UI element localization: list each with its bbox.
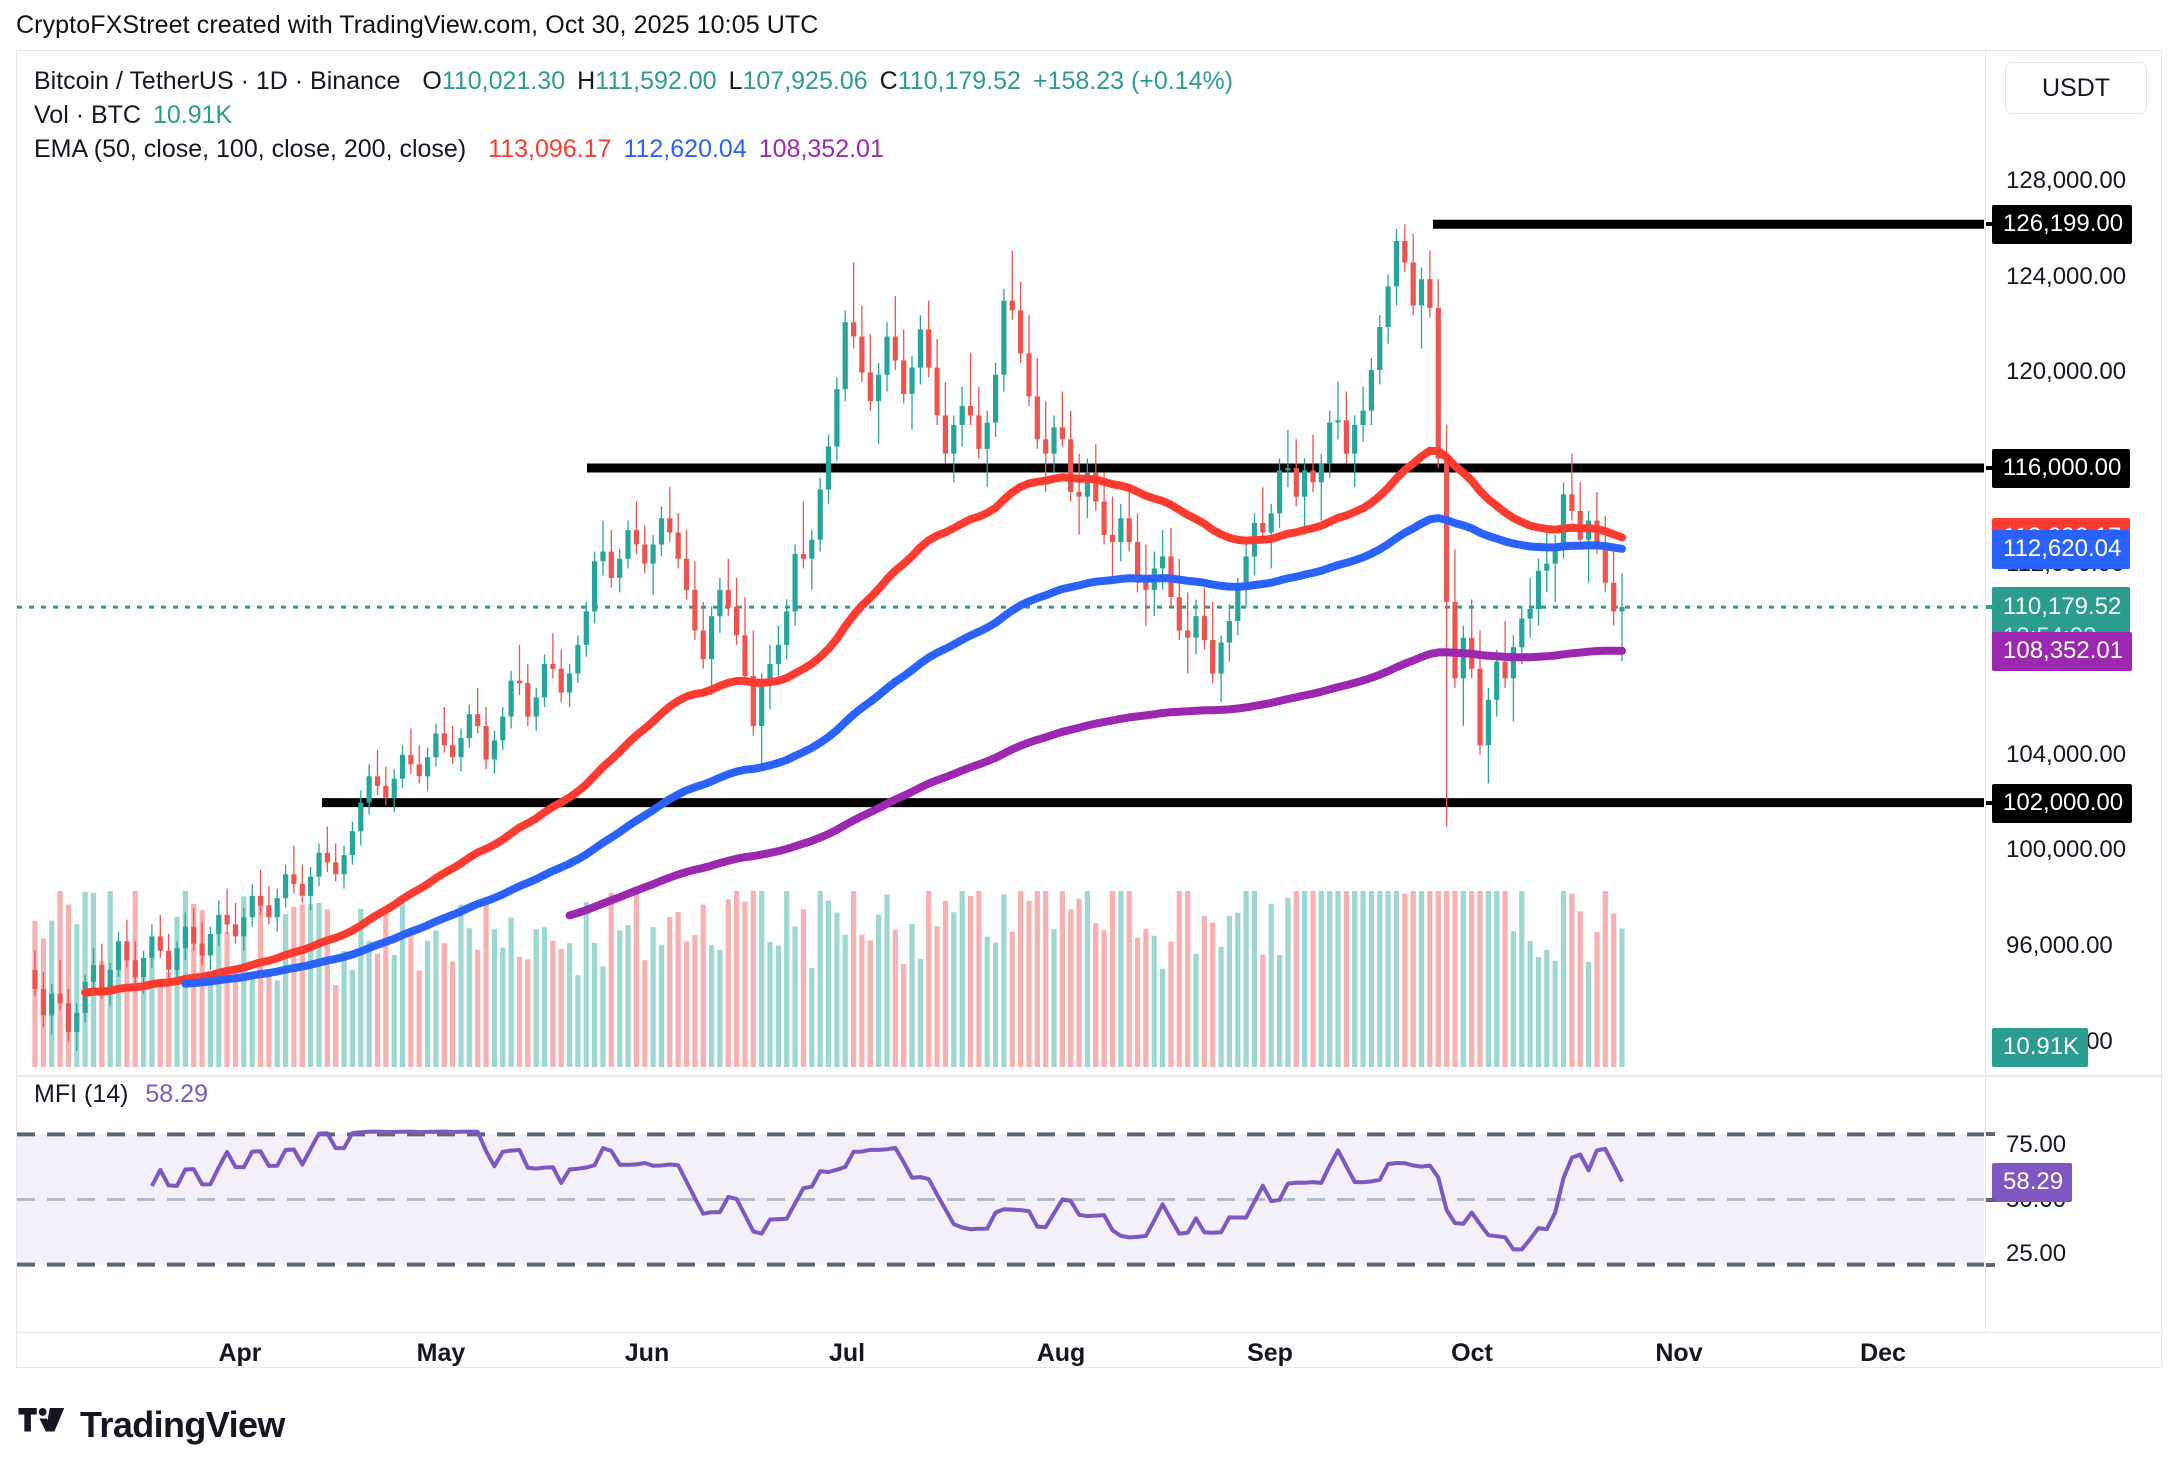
tradingview-mark-icon [18,1408,65,1432]
legend-close-key: C [879,67,898,95]
axis-tick-mark [1986,466,1995,470]
legend-ema100-value: 112,620.04 [623,135,747,163]
last-price-tag-value: 110,179.52 [2003,593,2122,620]
symbol-currency-badge[interactable]: USDT [2005,62,2147,114]
support-102000[interactable]: 102,000.00 [1992,784,2133,823]
resistance-126199[interactable]: 126,199.00 [1992,205,2133,244]
mfi-legend[interactable]: MFI (14) 58.29 [34,1079,208,1109]
time-axis-label-dec: Dec [1860,1339,1906,1367]
mfi-axis-label: 25.00 [2006,1240,2067,1267]
time-axis-label-sep: Sep [1247,1339,1293,1367]
mfi-band [17,1134,1984,1265]
mfi-legend-name: MFI (14) [34,1080,129,1108]
legend-low-value: 107,925.06 [742,67,868,95]
legend-high-value: 111,592.00 [595,67,717,95]
mfi-tick-mark [1986,1132,1995,1136]
legend-row-symbol[interactable]: Bitcoin / TetherUS · 1D · Binance O 110,0… [34,64,1233,98]
axis-tick-mark [1986,605,1995,609]
legend-ema50-value: 113,096.17 [488,135,612,163]
legend-low-key: L [728,67,743,95]
time-axis-divider [17,1332,2161,1333]
support-102000-value: 102,000.00 [2003,789,2124,816]
mfi-tick-mark [1986,1263,1995,1267]
time-axis-label-jul: Jul [828,1339,866,1367]
resistance-116000-value: 116,000.00 [2003,454,2122,481]
candlesticks [32,224,1625,1052]
mfi-pane[interactable]: MFI (14) 58.29 [17,1077,1984,1332]
ema200-tag[interactable]: 108,352.01 [1992,632,2133,671]
tradingview-wordmark: TradingView [80,1404,285,1445]
legend-high-key: H [577,67,596,95]
attribution-text: CryptoFXStreet created with TradingView.… [16,11,819,39]
time-axis-label-may: May [416,1339,466,1367]
pane-divider [17,1075,2161,1077]
time-axis-label-nov: Nov [1655,1339,1703,1367]
price-axis[interactable]: 132,000.00128,000.00124,000.00120,000.00… [1985,51,2161,1075]
axis-tick-mark [1986,222,1995,226]
axis-tick-mark [1986,801,1995,805]
tradingview-logo[interactable]: TradingView [18,1404,285,1446]
volume-bars [32,891,1625,1067]
legend-open-value: 110,021.30 [441,67,566,95]
price-axis-label: 100,000.00 [2006,836,2127,863]
legend-ema200-value: 108,352.01 [758,135,884,163]
volume-tag-value: 10.91K [2003,1033,2080,1060]
mfi-value-tag[interactable]: 58.29 [1992,1163,2073,1202]
price-axis-label: 104,000.00 [2006,741,2127,768]
legend-open-key: O [422,67,442,95]
resistance-116000[interactable]: 116,000.00 [1992,449,2131,488]
ema-line [81,446,1626,997]
chart-legend: Bitcoin / TetherUS · 1D · Binance O 110,0… [34,64,1233,166]
price-axis-label: 124,000.00 [2006,263,2127,290]
legend-close-value: 110,179.52 [897,67,1021,95]
ema100-tag[interactable]: 112,620.04 [1992,530,2131,569]
legend-change: +158.23 (+0.14%) [1032,67,1234,95]
price-axis-label: 120,000.00 [2006,358,2127,385]
price-axis-label: 96,000.00 [2006,932,2113,959]
price-axis-label: 128,000.00 [2006,167,2127,194]
legend-volume-name: Vol · BTC [34,101,141,129]
legend-volume-value: 10.91K [152,101,233,129]
mfi-axis-label: 75.00 [2006,1131,2067,1158]
legend-symbol-title: Bitcoin / TetherUS · 1D · Binance [34,67,401,95]
time-axis-label-aug: Aug [1036,1339,1086,1367]
time-axis-label-oct: Oct [1451,1339,1493,1367]
legend-row-volume[interactable]: Vol · BTC 10.91K [34,98,1233,132]
ema-line [565,646,1626,920]
ema-line [181,514,1626,988]
volume-tag[interactable]: 10.91K [1992,1028,2089,1067]
ema200-tag-value: 108,352.01 [2003,637,2124,664]
ema100-tag-value: 112,620.04 [2003,535,2122,562]
chart-frame [16,50,2162,1368]
mfi-line [150,1129,1624,1252]
price-plot [17,219,1984,1067]
legend-row-ema[interactable]: EMA (50, close, 100, close, 200, close) … [34,132,1233,166]
time-axis-label-apr: Apr [218,1339,262,1367]
mfi-legend-value: 58.29 [145,1080,208,1108]
resistance-126199-value: 126,199.00 [2003,210,2124,237]
price-pane[interactable] [17,51,1984,1075]
time-axis-label-jun: Jun [624,1339,670,1367]
legend-ema-name: EMA (50, close, 100, close, 200, close) [34,135,467,163]
mfi-plot [17,1129,1984,1267]
mfi-tick-mark [1986,1198,1995,1202]
time-axis[interactable]: Apr May Jun Jul Aug Sep Oct Nov Dec [17,1333,1984,1379]
